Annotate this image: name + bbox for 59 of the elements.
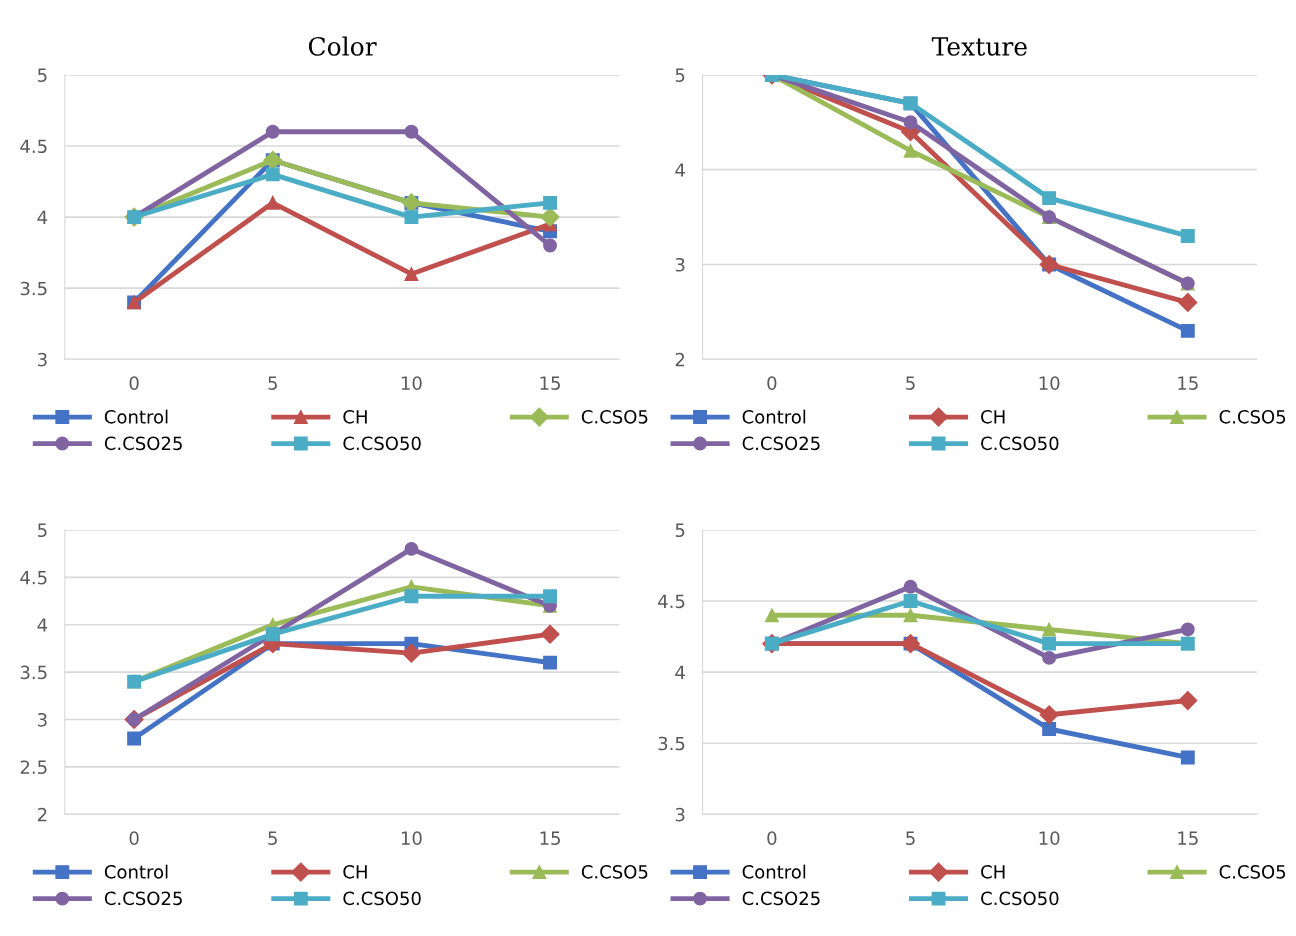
x-tick-label: 0: [129, 376, 139, 390]
y-tick-label: 5: [675, 523, 685, 538]
x-tick-label: 5: [268, 376, 277, 390]
y-tick-label: 3: [38, 352, 47, 367]
y-tick-label: 4: [675, 665, 685, 679]
chart-title: Texture: [931, 37, 1027, 56]
y-tick-label: 3: [38, 712, 47, 727]
y-tick-label: 4: [37, 210, 48, 224]
x-tick-label: 10: [1039, 831, 1060, 845]
y-tick-label: 3.5: [20, 281, 47, 296]
x-tick-label: 10: [1039, 376, 1060, 390]
chart-title: Color: [308, 36, 377, 56]
y-tick-label: 5: [675, 68, 685, 82]
y-tick-label: 3: [675, 807, 685, 822]
y-tick-label: 2.5: [20, 760, 47, 775]
x-tick-label: 0: [129, 831, 139, 845]
y-tick-label: 4.5: [658, 594, 685, 609]
legend-label: C.CSO25: [104, 436, 182, 451]
legend-label: Control: [104, 864, 168, 879]
y-tick-label: 5: [38, 523, 47, 538]
legend-label: C.CSO50: [981, 891, 1059, 906]
y-tick-label: 4.5: [20, 139, 47, 154]
x-tick-label: 10: [401, 376, 422, 390]
y-tick-label: 2: [37, 807, 47, 822]
x-tick-label: 15: [540, 376, 560, 390]
legend-label: Control: [742, 409, 806, 424]
legend-label: C.CSO5: [581, 865, 648, 879]
x-tick-label: 0: [767, 831, 777, 845]
legend-label: Control: [742, 864, 806, 879]
y-tick-label: 4: [37, 618, 48, 632]
legend-label: C.CSO25: [742, 891, 820, 906]
y-tick-label: 4: [675, 163, 685, 177]
legend-label: CH: [343, 865, 367, 879]
legend-label: C.CSO5: [581, 409, 648, 424]
x-tick-label: 5: [906, 831, 915, 845]
legend-label: CH: [343, 409, 367, 424]
y-tick-label: 5: [38, 68, 47, 82]
legend-label: C.CSO50: [343, 436, 421, 451]
x-tick-label: 15: [540, 831, 560, 845]
legend-label: CH: [981, 409, 1005, 424]
legend-label: C.CSO5: [1219, 865, 1286, 879]
y-tick-label: 3: [675, 257, 685, 272]
legend-label: CH: [981, 865, 1005, 879]
y-tick-label: 3.5: [658, 736, 685, 751]
y-tick-label: 4.5: [20, 571, 47, 585]
legend-label: C.CSO25: [742, 436, 820, 451]
y-tick-label: 2: [675, 352, 685, 367]
x-tick-label: 15: [1178, 376, 1198, 390]
x-tick-label: 15: [1178, 831, 1198, 845]
x-tick-label: 10: [401, 831, 422, 845]
x-tick-label: 5: [906, 376, 915, 390]
y-tick-label: 3.5: [20, 665, 47, 680]
legend-label: C.CSO50: [343, 891, 421, 906]
legend-label: Control: [104, 409, 168, 424]
x-tick-label: 5: [268, 831, 277, 845]
legend-label: C.CSO5: [1219, 409, 1286, 424]
legend-label: C.CSO25: [104, 891, 182, 906]
x-tick-label: 0: [767, 376, 777, 390]
legend-label: C.CSO50: [981, 436, 1059, 451]
